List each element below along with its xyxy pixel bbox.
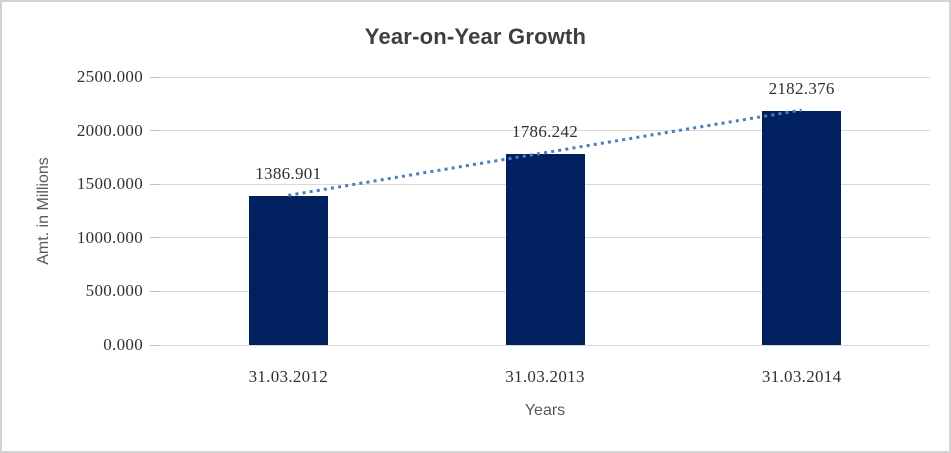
x-tick-label: 31.03.2012 (248, 367, 329, 386)
x-tick-label: 31.03.2013 (505, 367, 585, 386)
bar-value-label: 1786.242 (511, 121, 579, 141)
y-tick-mark (150, 237, 160, 239)
y-tick-label: 500.000 (85, 281, 143, 301)
y-tick-mark (150, 344, 160, 346)
x-tick-label: 31.03.2014 (761, 367, 842, 386)
bar-31.03.2013 (505, 153, 585, 345)
gridline (160, 344, 930, 346)
y-tick-label: 1500.000 (76, 174, 143, 194)
y-tick-label: 1000.000 (76, 227, 143, 247)
y-tick-mark (150, 290, 160, 292)
chart-title: Year-on-Year Growth (364, 24, 587, 49)
bar-31.03.2014 (762, 111, 842, 345)
bar-value-label: 2182.376 (768, 79, 835, 99)
y-tick-mark (150, 76, 160, 78)
x-axis-title: Years (524, 402, 566, 419)
y-tick-label: 2500.000 (76, 67, 143, 86)
y-tick-mark (150, 183, 160, 185)
bar-value-label: 1386.901 (255, 164, 322, 184)
plot-area: 0.000 500.000 1000.000 1500.000 2000.000 2500… (77, 67, 930, 386)
y-axis-title: Amt. in Millions (35, 157, 52, 265)
bar-31.03.2012 (248, 196, 328, 345)
y-tick-label: 0.000 (103, 335, 143, 354)
y-tick-label: 2000.000 (76, 120, 143, 140)
gridline (160, 76, 930, 78)
y-tick-mark (150, 130, 160, 132)
